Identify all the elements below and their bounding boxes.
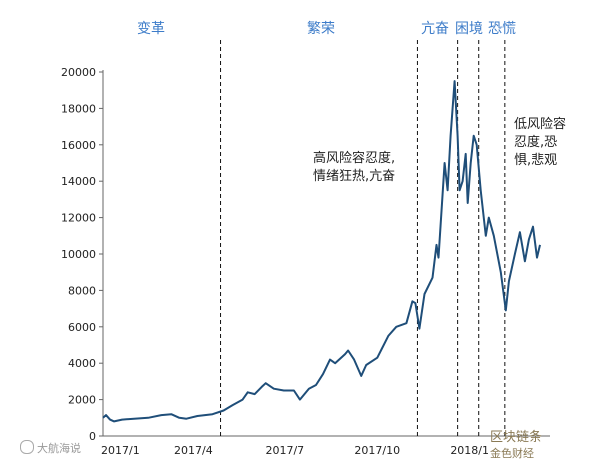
phase-label-2: 繁荣 — [307, 21, 335, 37]
chart-axes: 0 2000 4000 6000 8000 10000 12000 14000 16000 180… — [61, 66, 550, 457]
phase-label-3: 亢奋 — [421, 21, 449, 37]
y-tick-label: 6000 — [68, 321, 96, 334]
x-tick-label: 2017/4 — [174, 444, 213, 457]
annotation-fear-line3: 惧,悲观 — [514, 153, 558, 168]
y-tick-label: 4000 — [68, 357, 96, 370]
watermark-left-icon — [20, 440, 34, 454]
y-tick-label: 12000 — [61, 212, 96, 225]
phase-label-4: 困境 — [455, 21, 483, 37]
watermark-right-sub: 金色财经 — [490, 447, 534, 460]
x-tick-label: 2017/10 — [354, 444, 400, 457]
phase-label-1: 变革 — [137, 21, 165, 37]
annotation-fear: 低风险容 忍度,恐 惧,悲观 — [514, 116, 566, 170]
y-tick-label: 20000 — [61, 66, 96, 79]
y-tick-label: 10000 — [61, 248, 96, 261]
y-tick-label: 18000 — [61, 102, 96, 115]
x-tick-label: 2018/1 — [450, 444, 489, 457]
x-tick-label: 2017/1 — [101, 444, 140, 457]
series-line — [102, 80, 541, 423]
annotation-mania-line2: 情绪狂热,亢奋 — [313, 169, 396, 184]
phase-label-5: 恐慌 — [488, 21, 516, 37]
annotation-mania: 高风险容忍度, 情绪狂热,亢奋 — [313, 150, 395, 186]
price-series — [102, 80, 541, 423]
y-tick-label: 14000 — [61, 175, 96, 188]
annotation-fear-line1: 低风险容 — [514, 117, 567, 132]
y-tick-label: 2000 — [68, 394, 96, 407]
watermark-left-text: 大航海说 — [37, 442, 81, 455]
annotation-fear-line2: 忍度,恐 — [514, 135, 558, 150]
watermark-right: 区块链条 金色财经 — [490, 426, 542, 461]
watermark-left: 大航海说 — [20, 440, 81, 456]
y-tick-label: 0 — [89, 430, 96, 443]
annotation-mania-line1: 高风险容忍度, — [313, 151, 396, 166]
y-tick-label: 8000 — [68, 284, 96, 297]
y-tick-label: 16000 — [61, 139, 96, 152]
x-tick-label: 2017/7 — [265, 444, 304, 457]
watermark-right-text: 区块链条 — [490, 430, 543, 445]
phase-boundary-lines — [220, 40, 506, 436]
